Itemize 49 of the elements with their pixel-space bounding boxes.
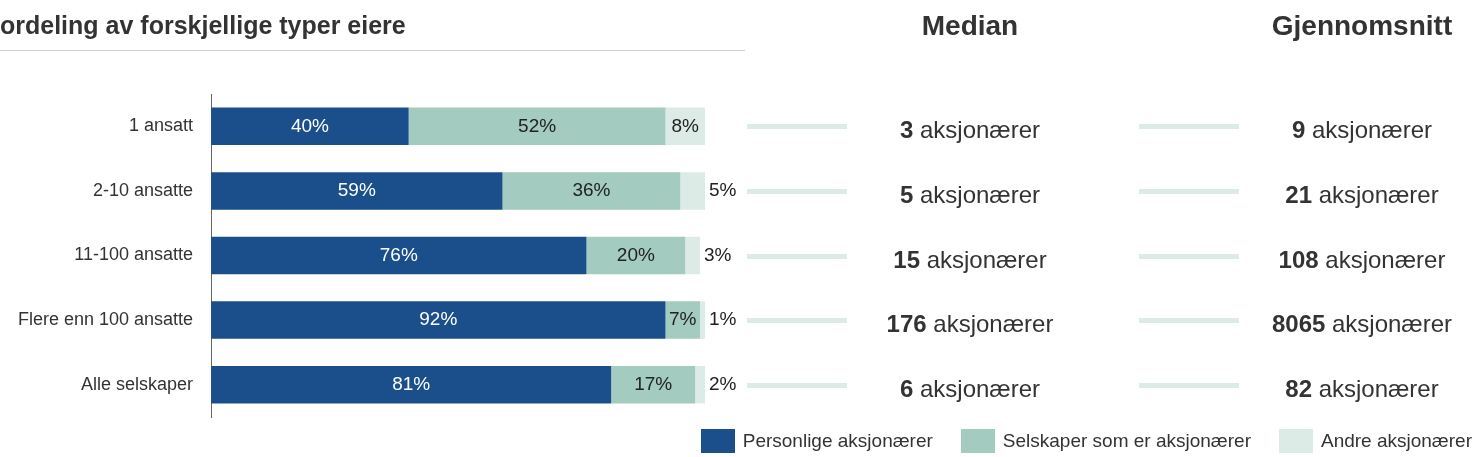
data-label: 5% [709, 179, 737, 201]
bar [611, 365, 696, 404]
y-tick-label: Flere enn 100 ansatte [18, 309, 194, 330]
data-label: 76% [379, 243, 418, 265]
bar [502, 172, 681, 210]
bar [211, 301, 666, 339]
text: 82 aksjonærer [1285, 374, 1439, 402]
data-label: 1% [709, 308, 737, 330]
data-label: 20% [616, 243, 655, 265]
data-label: 3% [704, 243, 732, 265]
legend-label: Selskaper som er aksjonærer [1002, 430, 1251, 452]
y-tick-label: Alle selskaper [81, 373, 194, 394]
bar [211, 172, 503, 210]
text: Gjennomsnitt [1270, 10, 1454, 42]
legend-label: Andre aksjonærer [1320, 430, 1472, 452]
chart-title: ordeling av forskjellige typer eiere [0, 10, 406, 39]
y-tick-label: 2-10 ansatte [93, 179, 194, 200]
bar [695, 365, 705, 404]
text: 6 aksjonærer [899, 374, 1041, 402]
text: 9 aksjonærer [1291, 116, 1433, 144]
bar [211, 365, 612, 404]
data-label: 7% [669, 308, 697, 330]
data-label: 52% [518, 114, 557, 136]
data-label: 8% [671, 114, 700, 136]
bar [211, 107, 409, 146]
bar [586, 236, 686, 275]
bar [685, 236, 701, 275]
text: 21 aksjonærer [1285, 180, 1439, 208]
text: 8065 aksjonærer [1271, 310, 1453, 338]
data-label: 81% [392, 372, 431, 394]
text: Median [920, 10, 1020, 42]
y-tick-label: 1 ansatt [129, 115, 194, 136]
data-label: 92% [419, 308, 458, 330]
bar [408, 107, 666, 146]
text: 15 aksjonærer [893, 245, 1047, 273]
data-label: 59% [337, 179, 376, 201]
data-label: 2% [709, 372, 737, 394]
text: 3 aksjonærer [899, 116, 1041, 144]
y-tick-label: 11-100 ansatte [74, 244, 194, 265]
text: 108 aksjonærer [1278, 245, 1446, 273]
data-label: 36% [572, 179, 611, 201]
bar [211, 236, 587, 275]
legend-label: Personlige aksjonærer [742, 430, 933, 452]
data-label: 40% [290, 114, 330, 136]
text: 5 aksjonærer [899, 180, 1041, 208]
bar [700, 301, 705, 339]
bar [680, 172, 705, 210]
text: 176 aksjonærer [886, 310, 1054, 338]
data-label: 17% [634, 372, 673, 394]
